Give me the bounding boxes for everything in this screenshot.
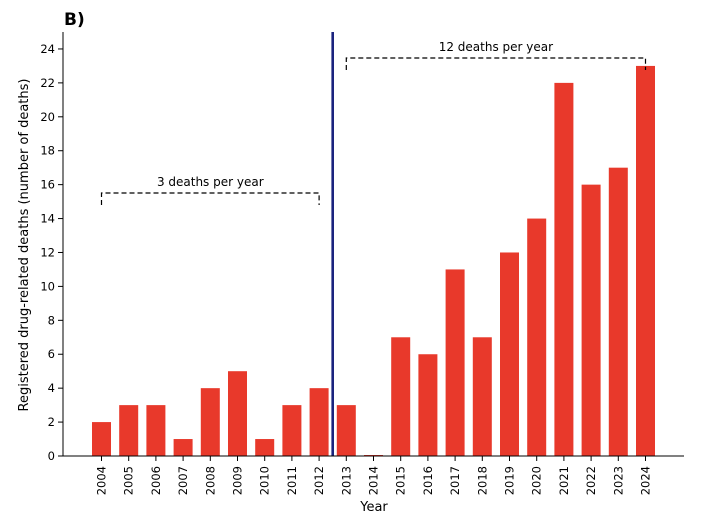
x-tick-label-2005: 2005 xyxy=(122,466,136,495)
bar-2005 xyxy=(119,405,139,456)
bars-group xyxy=(92,65,655,457)
y-tick-label-14: 14 xyxy=(40,212,55,226)
x-axis: 2004 2005 2006 2007 2008 2009 2010 2011 2012 2013… xyxy=(63,455,684,495)
x-tick-label-2009: 2009 xyxy=(231,466,245,495)
y-tick-label-18: 18 xyxy=(40,144,55,158)
x-tick-label-2019: 2019 xyxy=(503,466,517,495)
bar-2010 xyxy=(255,439,275,456)
bar-2007 xyxy=(173,439,193,456)
y-tick-label-8: 8 xyxy=(48,313,55,327)
x-tick-label-2012: 2012 xyxy=(312,466,326,495)
x-tick-label-2017: 2017 xyxy=(448,466,462,495)
x-axis-label: Year xyxy=(359,500,388,515)
bar-2012 xyxy=(309,388,329,456)
bar-2015 xyxy=(391,337,411,456)
annotations-group: 3 deaths per year 12 deaths per year xyxy=(100,40,647,205)
annotation-bracket-1 xyxy=(100,192,320,205)
bar-2023 xyxy=(608,167,628,456)
x-tick-label-2016: 2016 xyxy=(421,466,435,495)
bar-2004 xyxy=(92,422,111,456)
bar-2017 xyxy=(445,269,465,456)
y-tick-label-0: 0 xyxy=(48,449,55,463)
annotation-label-1: 3 deaths per year xyxy=(157,175,264,189)
bar-2018 xyxy=(472,337,492,456)
x-tick-label-2007: 2007 xyxy=(176,466,190,495)
bar-2013 xyxy=(336,405,356,456)
y-tick-label-20: 20 xyxy=(40,110,55,124)
x-tick-label-2022: 2022 xyxy=(584,466,598,495)
annotation-label-2: 12 deaths per year xyxy=(439,40,553,54)
x-tick-label-2021: 2021 xyxy=(557,466,571,495)
x-tick-label-2010: 2010 xyxy=(258,466,272,495)
bar-2008 xyxy=(200,388,220,456)
y-tick-label-6: 6 xyxy=(48,347,55,361)
bar-2024 xyxy=(636,65,655,457)
y-axis-label: Registered drug-related deaths (number o… xyxy=(17,79,32,412)
x-tick-label-2023: 2023 xyxy=(611,466,625,495)
x-tick-label-2024: 2024 xyxy=(639,466,653,495)
y-tick-label-22: 22 xyxy=(40,76,55,90)
y-tick-label-2: 2 xyxy=(48,415,55,429)
y-tick-label-24: 24 xyxy=(40,42,55,56)
annotation-bracket-2 xyxy=(345,57,647,70)
x-tick-label-2014: 2014 xyxy=(367,466,381,495)
bar-2009 xyxy=(228,371,247,456)
x-tick-label-2006: 2006 xyxy=(149,466,163,495)
bar-2019 xyxy=(500,252,519,456)
x-tick-label-2018: 2018 xyxy=(475,466,489,495)
y-tick-label-16: 16 xyxy=(40,178,55,192)
x-tick-label-2004: 2004 xyxy=(95,466,109,495)
x-tick-label-2015: 2015 xyxy=(394,466,408,495)
y-tick-label-4: 4 xyxy=(48,381,55,395)
bar-2006 xyxy=(146,405,166,456)
bar-2022 xyxy=(581,184,601,456)
x-tick-label-2013: 2013 xyxy=(339,466,353,495)
x-tick-label-2011: 2011 xyxy=(285,466,299,495)
bar-2021 xyxy=(554,82,574,456)
bar-2011 xyxy=(282,405,302,456)
y-tick-label-10: 10 xyxy=(40,279,55,293)
bar-2016 xyxy=(418,354,438,456)
panel-label: B) xyxy=(64,10,85,30)
x-tick-label-2020: 2020 xyxy=(530,466,544,495)
y-tick-label-12: 12 xyxy=(40,245,55,259)
bar-2020 xyxy=(527,218,547,456)
x-tick-label-2008: 2008 xyxy=(203,466,217,495)
